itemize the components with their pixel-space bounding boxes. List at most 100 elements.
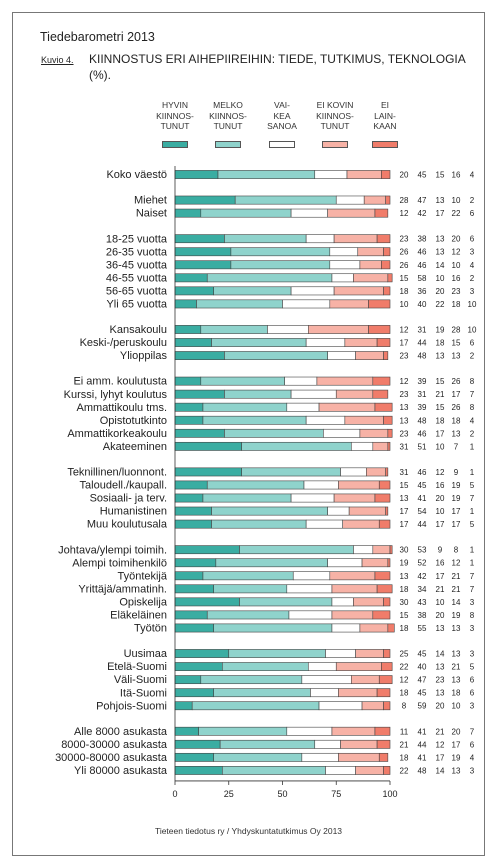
bar-segment — [338, 688, 378, 698]
value-label: 16 — [452, 171, 461, 180]
bar-segment — [196, 299, 283, 309]
value-label: 41 — [418, 494, 427, 503]
bar-segment — [383, 649, 391, 658]
category-label: Sosiaali- ja terv. — [90, 493, 167, 505]
value-label: 1 — [470, 559, 475, 568]
value-label: 5 — [470, 663, 475, 672]
value-label: 16 — [452, 274, 461, 283]
value-label: 20 — [452, 235, 461, 244]
bar-segment — [385, 506, 389, 516]
bar-segment — [327, 351, 356, 360]
legend-swatch-3 — [269, 141, 295, 148]
value-label: 13 — [436, 352, 445, 361]
value-label: 7 — [470, 727, 475, 736]
value-label: 52 — [418, 559, 427, 568]
value-label: 17 — [452, 507, 461, 516]
bar-segment — [174, 662, 223, 671]
bar-row: Opistotutkinto 13 48 18 18 4 — [100, 415, 475, 427]
value-label: 39 — [418, 377, 427, 386]
value-label: 3 — [470, 248, 475, 257]
value-label: 40 — [418, 300, 427, 309]
value-label: 17 — [436, 520, 445, 529]
value-label: 47 — [418, 676, 427, 685]
value-label: 2 — [470, 196, 475, 205]
value-label: 4 — [470, 261, 475, 270]
value-label: 28 — [452, 325, 461, 334]
bar-segment — [387, 428, 393, 438]
bar-segment — [174, 739, 221, 749]
report-title: Tiedebarometri 2013 — [40, 30, 155, 44]
bar-segment — [174, 519, 212, 529]
bar-segment — [338, 752, 380, 762]
value-label: 12 — [436, 740, 445, 749]
category-label: Ammattikorkeakoulu — [67, 428, 167, 440]
category-label: Humanistinen — [100, 506, 167, 518]
bar-segment — [338, 480, 380, 490]
bar-row: 8000-30000 asukasta 21 44 12 17 6 — [61, 739, 475, 751]
value-label: 21 — [436, 585, 445, 594]
category-label: Pohjois-Suomi — [96, 700, 167, 712]
bar-segment — [383, 597, 391, 607]
value-label: 19 — [452, 753, 461, 762]
bar-row: Kurssi, lyhyt koulutus 23 31 21 17 7 — [64, 389, 475, 401]
bar-segment — [327, 506, 350, 516]
figure-label: Kuvio 4. — [41, 55, 74, 65]
bar-segment — [211, 338, 307, 347]
category-label: Itä-Suomi — [120, 687, 167, 699]
bar-segment — [174, 610, 208, 620]
bar-segment — [374, 571, 391, 581]
value-label: 46 — [418, 468, 427, 477]
bar-segment — [282, 299, 331, 309]
value-label: 46 — [418, 261, 427, 270]
bar-segment — [387, 273, 393, 283]
bar-segment — [174, 351, 225, 360]
value-label: 17 — [436, 572, 445, 581]
bar-segment — [372, 610, 391, 620]
bar-segment — [387, 558, 391, 568]
value-label: 13 — [452, 624, 461, 633]
bar-segment — [239, 597, 333, 607]
value-label: 48 — [418, 416, 427, 425]
value-label: 6 — [470, 235, 475, 244]
value-label: 9 — [454, 468, 459, 477]
value-label: 21 — [452, 585, 461, 594]
bar-segment — [290, 286, 335, 296]
value-label: 15 — [400, 481, 409, 490]
bar-segment — [200, 208, 292, 218]
category-label: Yli 65 vuotta — [106, 299, 167, 311]
value-label: 2 — [470, 274, 475, 283]
value-label: 8 — [470, 611, 475, 620]
value-label: 3 — [470, 287, 475, 296]
bar-segment — [327, 208, 376, 218]
value-label: 10 — [436, 598, 445, 607]
bar-segment — [213, 752, 303, 762]
value-label: 15 — [400, 274, 409, 283]
value-label: 22 — [452, 209, 461, 218]
value-label: 36 — [418, 287, 427, 296]
category-label: Ei amm. koulutusta — [73, 376, 167, 388]
bar-segment — [314, 170, 348, 179]
bar-segment — [224, 234, 307, 244]
category-label: Uusimaa — [124, 648, 168, 660]
bar-row: 30000-80000 asukasta 18 41 17 19 4 — [55, 752, 475, 764]
bar-segment — [174, 571, 204, 581]
value-label: 7 — [470, 585, 475, 594]
bar-segment — [359, 428, 389, 438]
value-label: 18 — [452, 416, 461, 425]
bar-segment — [374, 493, 391, 503]
value-label: 20 — [436, 494, 445, 503]
value-label: 19 — [452, 611, 461, 620]
bar-segment — [381, 260, 391, 270]
value-label: 13 — [436, 235, 445, 244]
bar-segment — [174, 623, 215, 633]
bar-segment — [174, 325, 202, 334]
value-label: 48 — [418, 352, 427, 361]
bar-row: Ammattikorkeakoulu 23 46 17 13 2 — [67, 428, 474, 440]
bar-row: Ei amm. koulutusta 12 39 15 26 8 — [73, 376, 474, 388]
bar-segment — [174, 675, 202, 685]
source-note: Tieteen tiedotus ry / Yhdyskuntatutkimus… — [154, 826, 343, 836]
category-label: Opiskelija — [119, 596, 168, 608]
bar-row: Etelä-Suomi 22 40 13 21 5 — [107, 661, 475, 673]
value-label: 18 — [400, 287, 409, 296]
value-label: 2 — [470, 352, 475, 361]
